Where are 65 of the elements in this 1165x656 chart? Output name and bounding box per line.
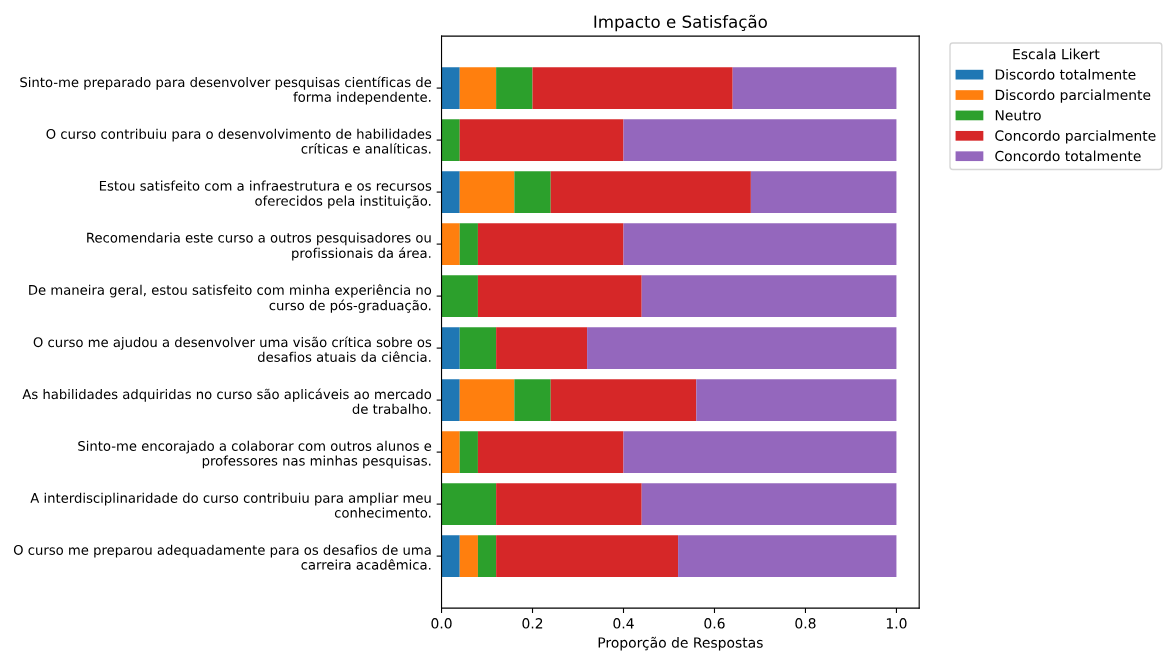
bar [496,535,679,577]
y-tick-label: A interdisciplinaridade do curso contribuiu para ampliar meu conhecimento. [30,492,431,518]
bar [441,119,460,161]
bar [459,171,515,213]
bar [550,171,751,213]
x-tick-label: 0.4 [613,618,634,629]
legend-label: Neutro [995,110,1041,121]
x-axis-title: Proporção de Respostas [598,636,763,651]
bar [459,379,515,421]
bar [477,275,642,317]
y-tick-label: As habilidades adquiridas no curso são aplicáveis ao mercado de trabalho. [22,388,432,414]
bar [441,327,460,369]
y-tick-label: Sinto-me preparado para desenvolver pesquisas científicas de forma independente. [20,76,432,105]
bar [459,119,624,161]
bar [623,119,897,161]
y-tick-label: O curso me preparou adequadamente para os desafios de uma carreira acadêmica. [13,544,431,570]
y-tick-label: Sinto-me encorajado a colaborar com outros alunos e professores nas minhas pesquisas. [78,440,432,469]
bar [696,379,897,421]
y-tick-label: Estou satisfeito com a infraestrutura e os recursos oferecidos pela instituição. [99,180,432,209]
legend-title: Escala Likert [1013,48,1100,60]
bar [441,67,460,109]
legend-label: Discordo parcialmente [995,89,1151,103]
bar [514,379,551,421]
bar [623,431,897,473]
x-tick-label: 0.8 [795,618,816,629]
bar [550,379,697,421]
y-tick-label: Recomendaria este curso a outros pesquisadores ou profissionais da área. [87,232,431,261]
bar [477,535,497,577]
chart-title: Impacto e Satisfação [594,14,767,32]
bar [496,327,588,369]
bar [441,431,460,473]
bar [496,67,533,109]
bar [641,275,897,317]
bar [459,327,497,369]
x-tick-label: 0.0 [431,618,452,629]
bar [441,535,460,577]
legend-label: Concordo parcialmente [995,130,1156,144]
bar [532,67,733,109]
x-tick-label: 0.6 [704,618,725,629]
bar [441,483,497,525]
bar [441,379,460,421]
bar [477,223,624,265]
y-tick-label: O curso contribuiu para o desenvolvimento de habilidades críticas e analíticas. [46,128,432,154]
bar [459,431,478,473]
bar [459,67,497,109]
bar [623,223,897,265]
legend-label: Discordo totalmente [995,68,1136,80]
bar [459,535,478,577]
bar [514,171,551,213]
bar [641,483,897,525]
bar [750,171,897,213]
bar [732,67,897,109]
bar [441,275,478,317]
bar [477,431,624,473]
bar [459,223,478,265]
bar [496,483,642,525]
bar [678,535,897,577]
y-tick-label: O curso me ajudou a desenvolver uma visão crítica sobre os desafios atuais da ciência. [33,336,432,362]
x-tick-label: 0.2 [522,618,543,629]
bar [587,327,897,369]
y-tick-label: De maneira geral, estou satisfeito com minha experiência no curso de pós-graduação. [29,284,432,313]
bar [441,171,460,213]
bar [441,223,460,265]
x-tick-label: 1.0 [886,618,907,629]
legend-label: Concordo totalmente [995,150,1141,162]
